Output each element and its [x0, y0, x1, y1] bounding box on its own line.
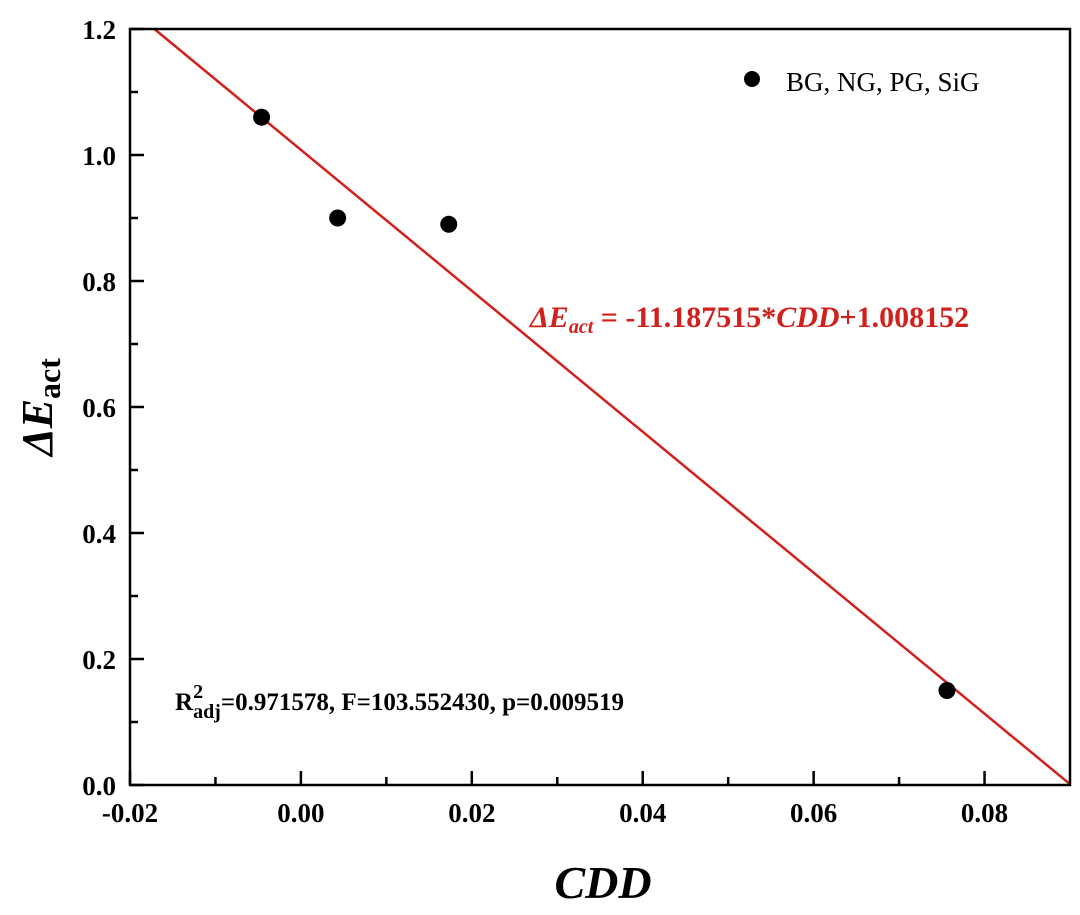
- eq-var: CDD: [776, 301, 839, 334]
- legend-marker: [744, 71, 760, 87]
- x-tick-label: 0.06: [790, 798, 837, 828]
- fit-line: [153, 28, 1071, 786]
- data-point: [938, 682, 956, 699]
- plot-frame: [128, 27, 1072, 787]
- stats-rest: =0.971578, F=103.552430, p=0.009519: [221, 689, 624, 716]
- fit-stats: R2 adj=0.971578, F=103.552430, p=0.009519: [175, 681, 624, 723]
- legend-label: BG, NG, PG, SiG: [786, 67, 980, 97]
- fit-equation: ΔEact = -11.187515*CDD+1.008152: [529, 301, 969, 338]
- eq-lhs-sub: act: [569, 316, 595, 338]
- data-point: [440, 215, 458, 233]
- y-tick-label: 0.6: [82, 393, 116, 423]
- y-tick-label: 0.4: [82, 519, 116, 549]
- data-point: [329, 209, 347, 227]
- x-tick-label: 0.04: [619, 798, 666, 828]
- y-tick-label: 1.2: [82, 15, 116, 45]
- y-tick-label: 0.8: [82, 267, 116, 297]
- x-tick-label: 0.08: [961, 798, 1008, 828]
- y-axis-label: ΔEact: [13, 358, 67, 458]
- y-tick-label: 1.0: [82, 141, 116, 171]
- eq-lhs: ΔE: [529, 301, 569, 334]
- x-axis-label: CDD: [554, 857, 651, 908]
- stats-sup: 2: [193, 681, 203, 703]
- eq-rhs: +1.008152: [840, 301, 970, 334]
- y-tick-label: 0.0: [82, 771, 116, 801]
- stats-sub: adj: [193, 701, 221, 723]
- eq-mid: = -11.187515*: [593, 301, 776, 334]
- stats-r: R: [175, 689, 194, 716]
- y-tick-label: 0.2: [82, 645, 116, 675]
- x-tick-label: 0.02: [448, 798, 495, 828]
- data-point: [253, 108, 271, 126]
- x-tick-label: -0.02: [102, 798, 158, 828]
- x-tick-label: 0.00: [277, 798, 324, 828]
